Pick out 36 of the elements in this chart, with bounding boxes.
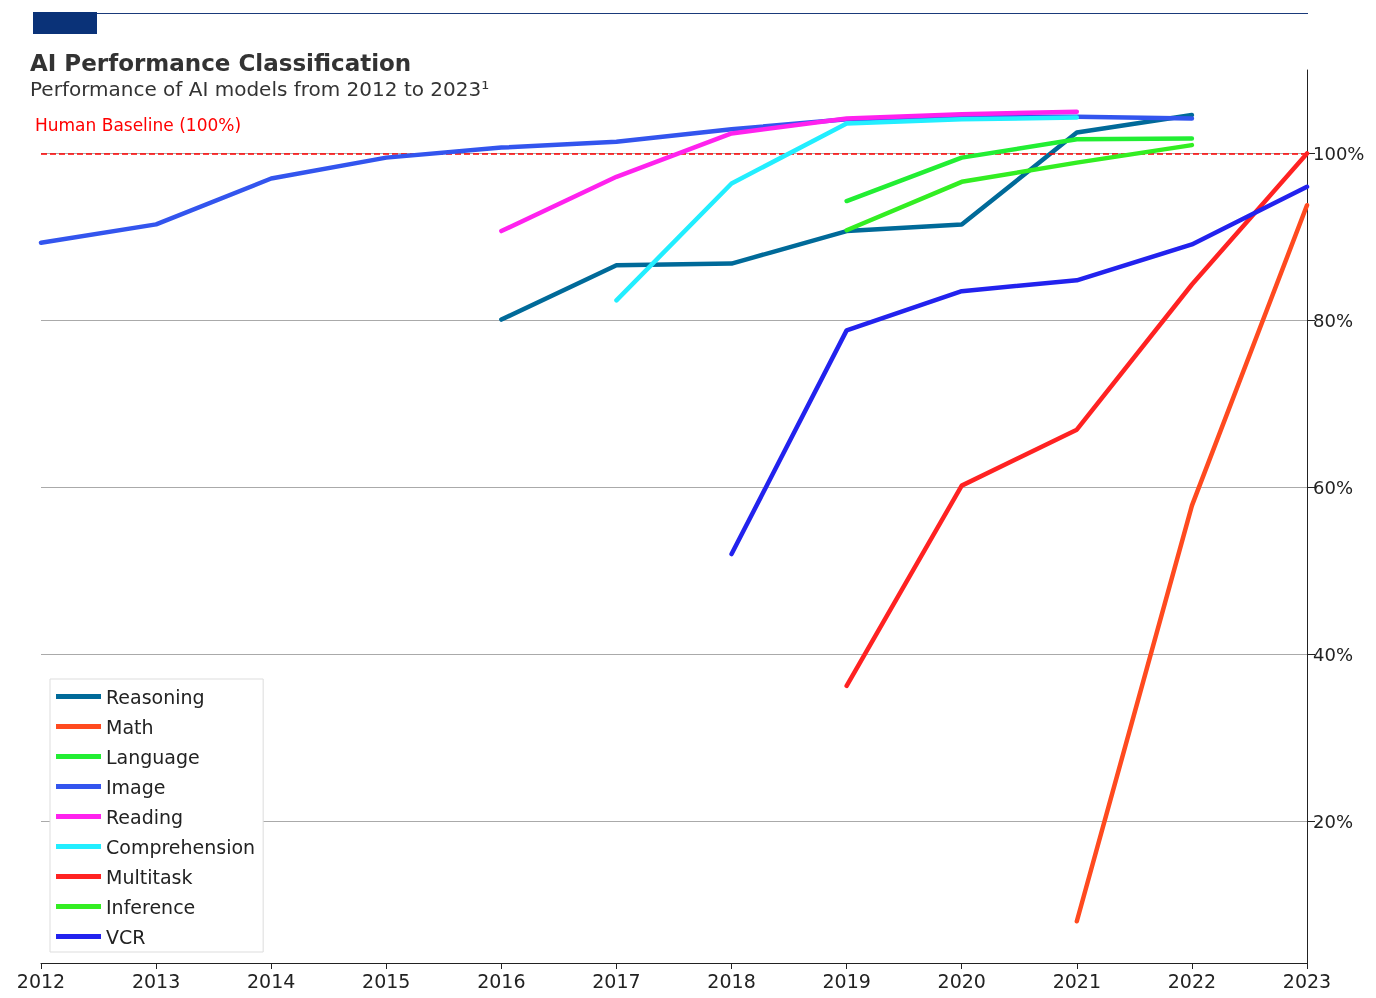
- x-tick-label: 2023: [1282, 969, 1332, 992]
- y-tick-label: 80%: [1313, 309, 1354, 331]
- line-series: [844, 136, 1195, 204]
- x-tick-label: 2013: [131, 969, 181, 992]
- x-tick-label: 2015: [362, 969, 411, 992]
- x-tick-label: 2021: [1052, 969, 1101, 992]
- legend-label: Comprehension: [106, 835, 256, 858]
- x-tick-label: 2018: [707, 969, 756, 992]
- chart-title: AI Performance Classification: [30, 49, 412, 76]
- x-tick-label: 2014: [247, 969, 296, 992]
- chart-subtitle: Performance of AI models from 2012 to 2023¹: [30, 77, 490, 101]
- legend-label: Inference: [106, 895, 196, 918]
- x-tick-label: 2016: [477, 969, 526, 992]
- legend-label: Image: [106, 775, 166, 798]
- x-tick-label: 2012: [16, 969, 66, 992]
- y-tick-label: 60%: [1313, 476, 1354, 498]
- line-series: [499, 112, 1195, 322]
- legend-label: Multitask: [106, 865, 193, 888]
- y-tick-label: 20%: [1313, 810, 1354, 832]
- x-tick-label: 2019: [822, 969, 871, 992]
- line-series: [844, 142, 1195, 233]
- x-tick-label: 2020: [937, 969, 986, 992]
- y-tick-label: 40%: [1313, 643, 1354, 665]
- legend-label: Reasoning: [106, 685, 205, 708]
- legend-label: Language: [106, 745, 200, 768]
- line-series: [614, 115, 1080, 303]
- line-series: [729, 184, 1310, 557]
- y-tick-label: 100%: [1313, 142, 1365, 164]
- x-tick-label: 2022: [1167, 969, 1217, 992]
- legend-label: Math: [106, 715, 154, 738]
- line-series: [499, 109, 1080, 234]
- x-tick-label: 2017: [592, 969, 641, 992]
- legend-label: Reading: [106, 805, 184, 828]
- line-series: [844, 151, 1310, 689]
- legend-label: VCR: [106, 925, 146, 948]
- ref-line-label: Human Baseline (100%): [35, 114, 242, 135]
